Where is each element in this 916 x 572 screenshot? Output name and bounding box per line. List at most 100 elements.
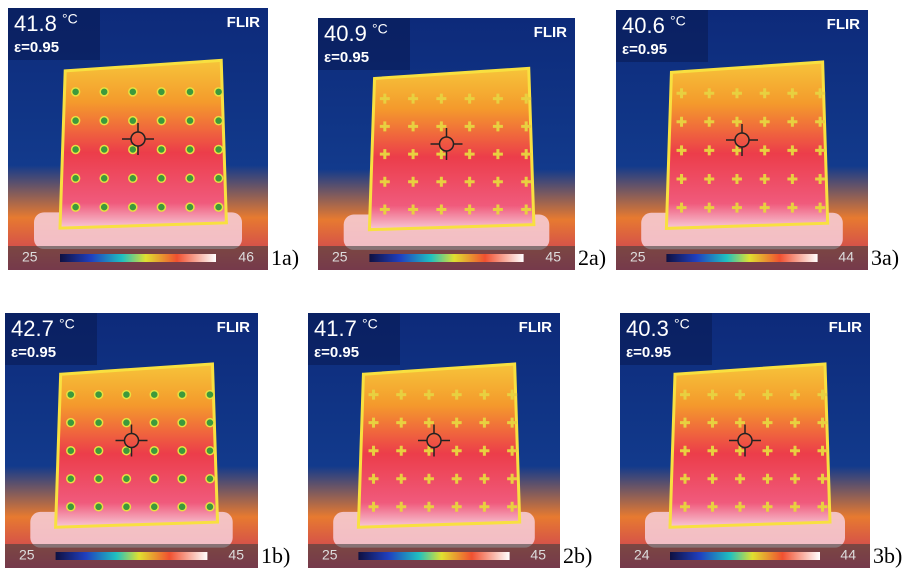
hole [408, 149, 419, 160]
hole [451, 501, 462, 512]
crosshair [430, 128, 463, 160]
hole [759, 174, 770, 184]
panel-label: 3a) [871, 245, 899, 270]
unit: °C [674, 316, 690, 332]
hole [492, 93, 503, 104]
hole [521, 121, 532, 132]
hole [759, 116, 770, 127]
hole [213, 173, 224, 184]
hole [205, 389, 215, 400]
hole [368, 473, 379, 484]
hole [436, 149, 447, 160]
brand: FLIR [534, 24, 567, 41]
hole [521, 176, 532, 187]
hole [205, 474, 215, 484]
hole [396, 445, 407, 456]
temperature: 42.7 [11, 316, 54, 341]
hole [128, 144, 138, 155]
hole [790, 501, 800, 512]
hole [99, 115, 109, 126]
hole [762, 389, 773, 400]
hole [177, 445, 187, 456]
hole [205, 417, 215, 428]
crosshair [122, 123, 154, 155]
hole [790, 389, 800, 400]
hole [521, 93, 532, 104]
hole [368, 501, 379, 512]
hole [93, 389, 104, 400]
readout-box [318, 18, 410, 70]
hole [408, 93, 419, 104]
hole [817, 473, 828, 484]
unit: °C [62, 11, 78, 27]
hole [680, 473, 690, 484]
hole [762, 445, 773, 456]
temperature: 40.3 [626, 316, 669, 341]
hole [156, 115, 167, 126]
hole [507, 389, 518, 400]
emissivity: ε=0.95 [314, 344, 359, 361]
hole [156, 202, 167, 212]
unit: °C [59, 316, 75, 332]
hole [128, 173, 138, 184]
hole [128, 202, 138, 212]
hole [213, 115, 224, 126]
hole [479, 501, 490, 512]
hole [396, 501, 407, 512]
hole [704, 145, 715, 156]
hole [479, 473, 490, 484]
color-scale [670, 552, 820, 560]
emissivity: ε=0.95 [622, 41, 667, 58]
thermal-image: 41.8 °Cε=0.95 FLIR 25 46 [8, 8, 268, 270]
hole [479, 389, 490, 400]
scale-max: 46 [238, 249, 254, 265]
hole [464, 176, 475, 187]
hole [731, 88, 742, 99]
hole [680, 501, 690, 512]
hole [479, 417, 490, 428]
hole [680, 417, 690, 428]
readout-box [5, 313, 97, 365]
hole [423, 473, 434, 484]
panel-label: 2b) [563, 543, 592, 568]
scale-max: 44 [838, 249, 854, 265]
hole [368, 417, 379, 428]
hole [185, 87, 195, 97]
scale-max: 45 [228, 547, 244, 563]
hole [507, 445, 518, 456]
hole [185, 173, 195, 184]
hole [177, 502, 187, 512]
hole [507, 473, 518, 484]
panel-label: 3b) [873, 543, 902, 568]
hole [815, 145, 826, 156]
hole [704, 116, 715, 127]
hole [676, 202, 687, 213]
hole [379, 176, 390, 187]
hole [762, 473, 773, 484]
hole [368, 445, 379, 456]
hole [735, 445, 745, 456]
hole [177, 417, 187, 428]
hole [149, 389, 160, 400]
brand: FLIR [519, 319, 552, 336]
scale-max: 45 [545, 249, 561, 265]
hole [66, 417, 76, 428]
hole [759, 145, 770, 156]
crosshair [115, 424, 148, 457]
hole [149, 502, 160, 512]
hole [93, 417, 104, 428]
hole [205, 502, 215, 512]
hole [99, 173, 109, 184]
hole [156, 173, 167, 184]
hole [396, 389, 407, 400]
hole [121, 445, 132, 456]
thermal-image: 40.6 °Cε=0.95 FLIR 25 44 [616, 10, 868, 270]
hole [213, 87, 224, 97]
hole [787, 202, 798, 213]
crosshair [726, 124, 758, 156]
hole [156, 144, 167, 155]
hole [213, 144, 224, 155]
scale-min: 25 [22, 249, 38, 265]
hole [464, 204, 475, 215]
